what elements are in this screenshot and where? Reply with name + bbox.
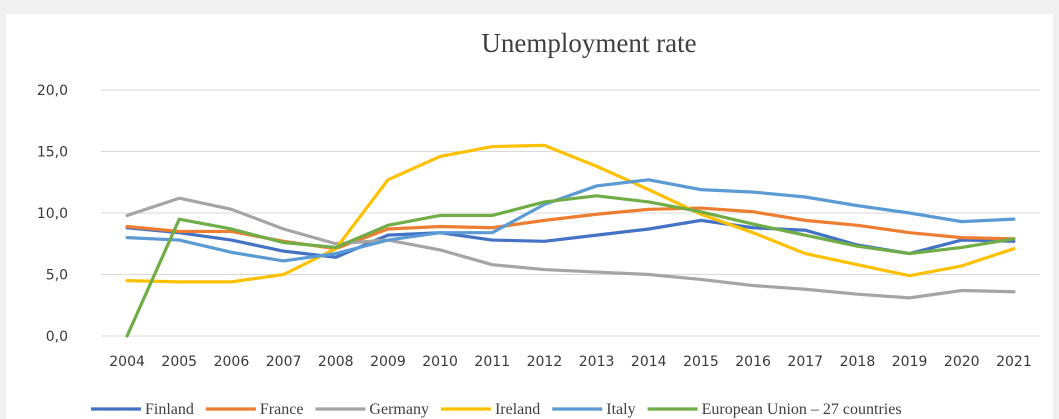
x-tick-label: 2017: [787, 354, 823, 370]
legend-label: France: [260, 401, 304, 418]
series-lines: [125, 143, 1016, 338]
x-tick-label: 2005: [161, 354, 197, 370]
x-tick-label: 2009: [370, 354, 406, 370]
legend-label: Finland: [145, 401, 194, 418]
series-line: [125, 178, 1016, 263]
legend-item: Italy: [552, 401, 636, 418]
series-line: [125, 218, 1016, 259]
chart-title: Unemployment rate: [481, 28, 696, 58]
x-tick-label: 2008: [318, 354, 354, 370]
legend-item: Germany: [315, 401, 429, 418]
x-axis-ticks: 2004 2005 2006 2007 2008 2009 2010 2011 2012 2013…: [109, 354, 1031, 370]
y-tick-label: 5,0: [46, 268, 68, 284]
x-tick-label: 2004: [109, 354, 145, 370]
x-tick-label: 2010: [422, 354, 458, 370]
y-axis-ticks: 0,0 5,0 10,0 15,0 20,0: [37, 83, 68, 345]
legend-label: Italy: [606, 401, 635, 418]
series-line: [125, 143, 1016, 284]
y-tick-label: 10,0: [37, 206, 68, 222]
chart-area: Unemployment rate 0,0 5,0 10,0 15,0 20,0 200…: [6, 14, 1053, 419]
x-tick-label: 2018: [840, 354, 876, 370]
x-tick-label: 2014: [631, 354, 667, 370]
legend-item: European Union – 27 countries: [647, 401, 902, 418]
legend-label: European Union – 27 countries: [702, 401, 902, 418]
gridlines: [101, 89, 1040, 337]
x-tick-label: 2016: [735, 354, 771, 370]
legend-item: France: [205, 401, 304, 418]
x-tick-label: 2021: [996, 354, 1032, 370]
legend: Finland France Germany Ireland Italy European…: [91, 401, 902, 418]
series-line: [125, 194, 1016, 338]
line-chart: Unemployment rate 0,0 5,0 10,0 15,0 20,0 200…: [37, 28, 1040, 418]
x-tick-label: 2020: [944, 354, 980, 370]
y-tick-label: 0,0: [46, 329, 68, 345]
legend-item: Ireland: [440, 401, 540, 418]
legend-item: Finland: [91, 401, 194, 418]
legend-label: Germany: [369, 401, 429, 418]
series-line: [125, 206, 1016, 251]
series-line: [125, 196, 1016, 300]
y-tick-label: 20,0: [37, 83, 68, 99]
x-tick-label: 2012: [527, 354, 563, 370]
x-tick-label: 2007: [266, 354, 302, 370]
y-tick-label: 15,0: [37, 145, 68, 161]
x-tick-label: 2006: [214, 354, 250, 370]
legend-label: Ireland: [495, 401, 540, 418]
x-tick-label: 2015: [683, 354, 719, 370]
x-tick-label: 2013: [579, 354, 615, 370]
x-tick-label: 2011: [474, 354, 510, 370]
x-tick-label: 2019: [892, 354, 928, 370]
